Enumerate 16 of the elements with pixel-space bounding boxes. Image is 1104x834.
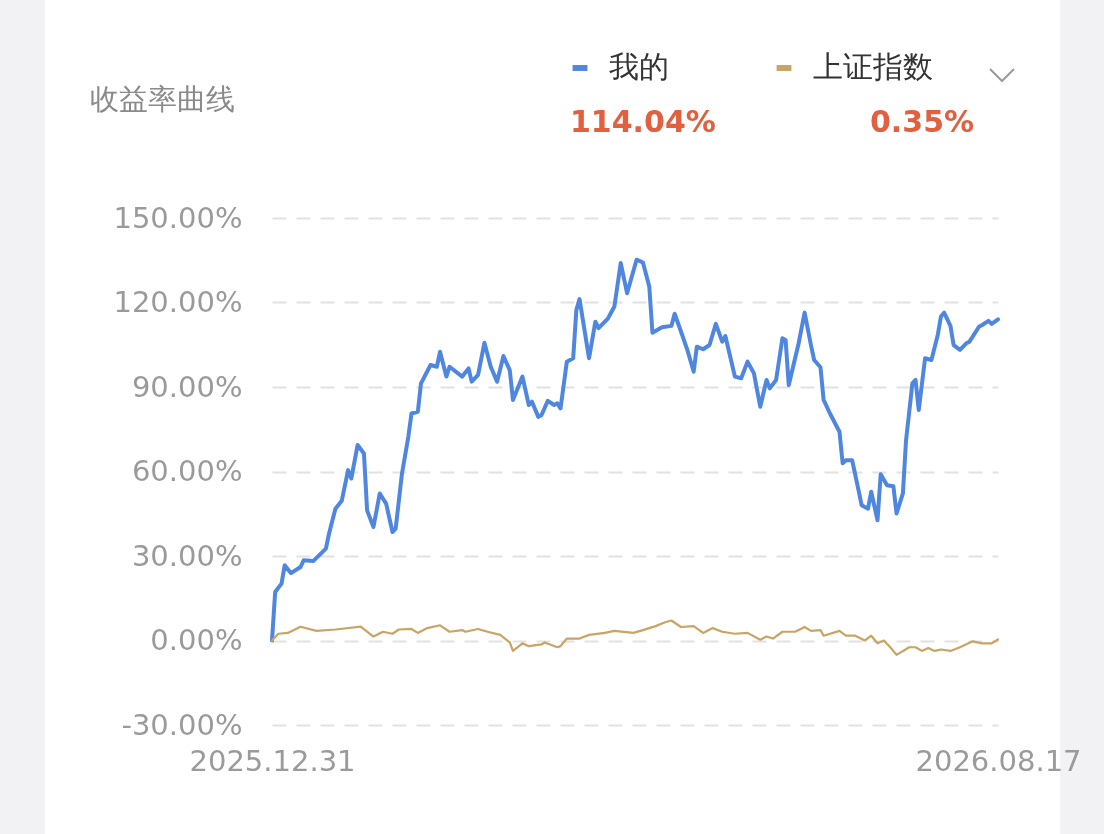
y-tick-label: 0.00% (150, 623, 243, 657)
y-tick-label: 60.00% (131, 454, 243, 488)
text: 0.35% (870, 104, 975, 139)
x-tick-label: 2025.12.31 (189, 743, 356, 778)
legend-label: 上证指数 (813, 49, 933, 84)
y-tick-label: -30.00% (121, 707, 243, 742)
chart-title: 收益率曲线 (90, 81, 235, 118)
legend-label: 我的 (609, 49, 669, 84)
y-tick-label: 90.00% (131, 369, 243, 404)
y-tick-label: 120.00% (113, 285, 243, 319)
y-tick-label: 150.00% (113, 200, 243, 235)
line-series (270, 257, 1000, 643)
text: 114.04% (570, 104, 716, 139)
y-tick-label: 30.00% (131, 538, 243, 573)
x-tick-label: 2026.08.17 (915, 743, 1082, 778)
line-series (270, 619, 1000, 656)
